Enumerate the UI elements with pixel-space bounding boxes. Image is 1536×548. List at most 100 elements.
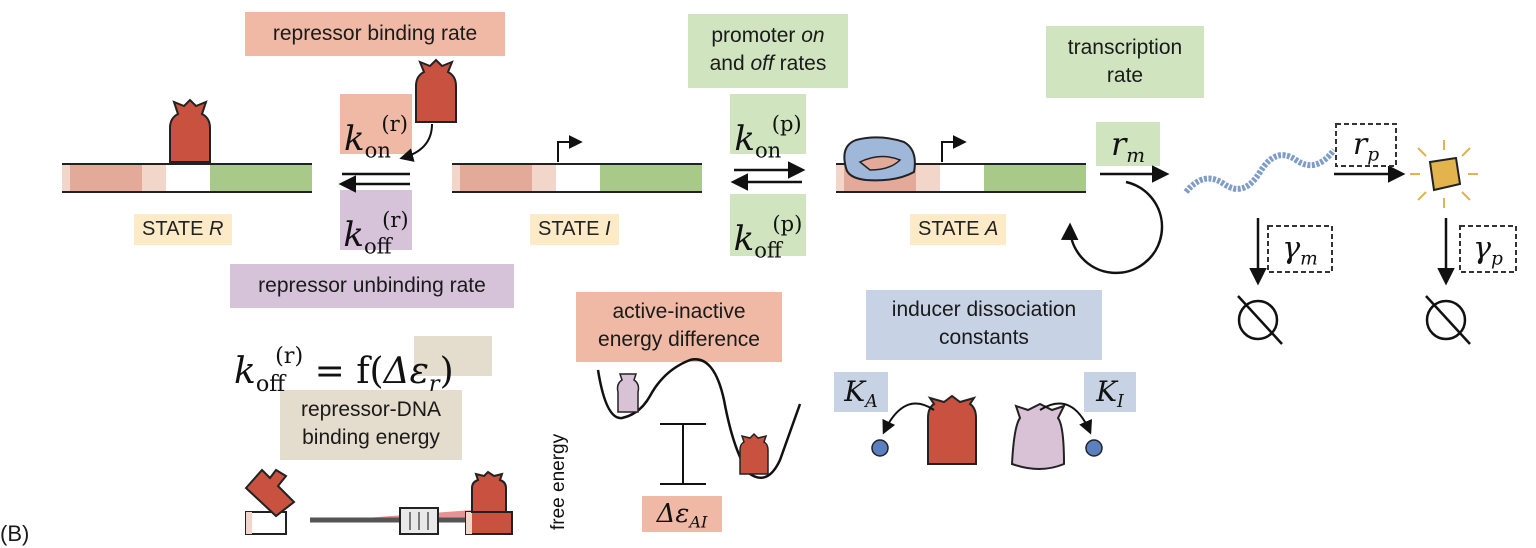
gamma-p-symbol: γ [1473, 231, 1492, 266]
label-active-inactive: active-inactive energy difference [576, 298, 782, 354]
protein [1410, 140, 1478, 208]
inducer-right [1085, 439, 1103, 457]
promoter-line2-text: and [709, 52, 751, 75]
dna-state-r [62, 163, 312, 193]
math-koff-equation: koff(r) = f(Δεr) [234, 326, 504, 414]
delta-eps-ai-symbol: Δε [656, 499, 690, 529]
null-mrna [1237, 295, 1283, 345]
kon-r-k: k [344, 118, 365, 159]
transcription-cycle-arrow [1061, 180, 1164, 275]
box-promoter-rates [688, 14, 848, 88]
math-gamma-m: γm [1268, 226, 1332, 283]
math-delta-eps-ai: ΔεAI [642, 496, 722, 541]
box-kon-r [340, 94, 412, 154]
box-koff-p [730, 194, 806, 256]
promoter-line1-text: promoter [711, 24, 802, 47]
dna-small-right [465, 511, 513, 535]
koff-r-sup: (r) [382, 207, 409, 232]
box-kon-p [730, 94, 806, 154]
energy-landscape [596, 358, 802, 479]
label-repressor-dna-energy: repressor-DNA binding energy [280, 396, 462, 452]
koff-r-k: k [343, 214, 364, 255]
delta-eps-ai-sub: AI [689, 512, 708, 532]
box-transcription-rate [1046, 26, 1204, 98]
promoter-line1-on: on [801, 24, 825, 47]
state-a-label: STATE A [910, 214, 1007, 245]
inducer-left [871, 439, 889, 457]
repressor-tilted [244, 468, 296, 518]
math-koff-p: koff(p) [730, 196, 806, 278]
eq-delta-eps: Δε [383, 351, 429, 393]
eq-k: k [234, 351, 256, 393]
box-KA [834, 372, 888, 412]
state-r-letter: R [209, 218, 224, 240]
kon-p-on: on [754, 137, 782, 163]
eq-rhs: = f( [303, 351, 384, 393]
eq-off: off [255, 370, 286, 397]
dna-state-i [452, 135, 702, 193]
active-repressor-inducer [927, 394, 977, 465]
gamma-m-sub: m [1300, 248, 1318, 270]
state-r-label: STATE R [134, 214, 232, 245]
inactive-repressor-inducer [1010, 402, 1066, 470]
kon-p-sup: (p) [771, 111, 802, 136]
arrow-ki [1039, 402, 1093, 435]
null-protein [1425, 295, 1471, 345]
gamma-m-symbol: γ [1282, 231, 1301, 266]
repressor-free [415, 58, 457, 123]
eq-r-sub: r [428, 370, 440, 397]
promoter-line2-rates: rates [773, 52, 827, 75]
state-i-letter: I [605, 218, 611, 240]
state-a-prefix: STATE [918, 218, 986, 240]
kon-p-k: k [734, 118, 755, 159]
KA-sub: A [865, 392, 878, 413]
box-repressor-dna-energy [280, 390, 462, 460]
koff-r-off: off [363, 233, 392, 259]
label-transcription-rate: transcription rate [1046, 34, 1204, 90]
box-rp [1335, 123, 1397, 167]
rna-polymerase [843, 136, 916, 182]
box-delta-eps-ai [642, 496, 722, 532]
rp-sub: p [1367, 144, 1380, 166]
box-rm [1096, 122, 1160, 166]
label-repressor-unbinding-rate: repressor unbinding rate [258, 274, 486, 297]
active-inactive-line2: energy difference [598, 328, 760, 351]
label-repressor-binding-rate: repressor binding rate [272, 22, 478, 45]
math-koff-r: koff(r) [340, 192, 412, 274]
rm-r: r [1110, 125, 1127, 163]
state-a-letter: A [985, 218, 999, 240]
box-inducer-constants [866, 290, 1102, 360]
repressor-bound-r [169, 98, 211, 163]
arrow-ka [882, 402, 935, 435]
math-KI: KI [1084, 372, 1136, 422]
label-free-energy: free energy [548, 433, 569, 530]
repressor-dna-line1: repressor-DNA [300, 398, 442, 421]
math-rp: rp [1336, 124, 1396, 177]
promoter-line2-off: off [750, 52, 774, 75]
rp-r: r [1352, 127, 1368, 162]
gamma-p-sub: p [1491, 248, 1503, 270]
state-i-label: STATE I [530, 214, 619, 245]
box-delta-eps-r [414, 336, 492, 376]
active-inactive-line1: active-inactive [612, 300, 746, 323]
dna-small-left [245, 511, 287, 535]
inactive-repressor-well [616, 373, 640, 413]
kon-r-on: on [364, 137, 391, 163]
transcription-line1: transcription [1067, 36, 1183, 59]
repressor-dna-line2: binding energy [302, 426, 440, 449]
rm-sub: m [1126, 143, 1146, 167]
transcription-line2: rate [1106, 64, 1144, 87]
koff-p-sup: (p) [772, 211, 803, 236]
box-repressor-unbinding [230, 264, 514, 308]
KI-K: K [1096, 375, 1118, 408]
label-inducer-constants: inducer dissociation constants [866, 296, 1102, 352]
active-repressor-well [739, 432, 769, 475]
math-KA: KA [834, 372, 888, 422]
KI-sub: I [1117, 392, 1124, 413]
koff-p-k: k [733, 218, 755, 259]
kon-r-sup: (r) [381, 111, 408, 136]
inducer-line2: constants [939, 326, 1029, 349]
panel-letter: (B) [0, 521, 30, 546]
eq-close: ) [439, 351, 454, 393]
